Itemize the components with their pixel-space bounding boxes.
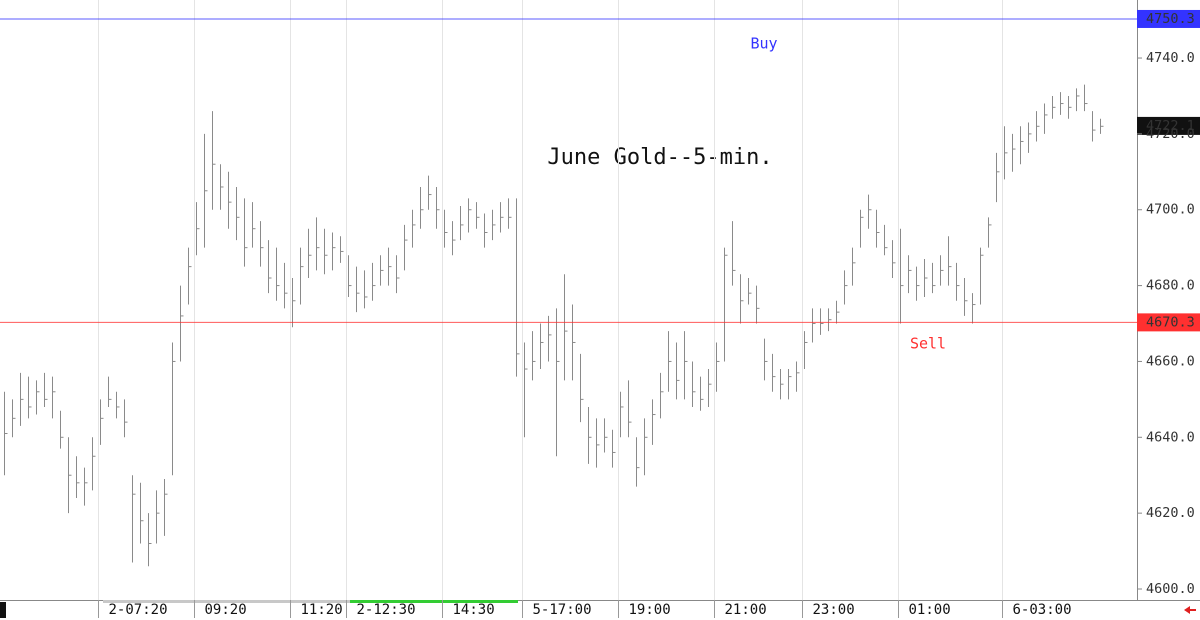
session-strip bbox=[103, 600, 350, 603]
level-label: 4670.3 bbox=[1146, 314, 1195, 330]
x-tick-label: 23:00 bbox=[813, 602, 855, 618]
last-price-label: 4722.1 bbox=[1146, 118, 1195, 134]
last-price-box bbox=[1137, 116, 1200, 135]
chart-title: June Gold--5-min. bbox=[547, 145, 772, 170]
y-tick-label: 4720.0 bbox=[1146, 126, 1195, 142]
y-tick-label: 4620.0 bbox=[1146, 505, 1195, 521]
scroll-marker bbox=[0, 602, 6, 618]
level-box bbox=[1137, 313, 1200, 332]
x-tick-label: 21:00 bbox=[725, 602, 767, 618]
x-tick-label: 19:00 bbox=[629, 602, 671, 618]
level-name: Buy bbox=[750, 35, 777, 53]
x-tick-label: 01:00 bbox=[909, 602, 951, 618]
x-tick-label: 6-03:00 bbox=[1013, 602, 1072, 618]
x-tick-label: 09:20 bbox=[205, 602, 247, 618]
session-strip bbox=[350, 600, 518, 603]
x-tick-label: 2-07:20 bbox=[109, 602, 168, 618]
y-tick-label: 4660.0 bbox=[1146, 353, 1195, 369]
level-name: Sell bbox=[910, 335, 946, 353]
level-label: 4750.3 bbox=[1146, 11, 1195, 27]
x-tick-label: 5-17:00 bbox=[533, 602, 592, 618]
y-tick-label: 4600.0 bbox=[1146, 581, 1195, 597]
y-tick-label: 4700.0 bbox=[1146, 202, 1195, 218]
level-box bbox=[1137, 9, 1200, 28]
y-tick-label: 4640.0 bbox=[1146, 429, 1195, 445]
x-tick-label: 14:30 bbox=[453, 602, 495, 618]
x-tick-label: 11:20 bbox=[301, 602, 343, 618]
scroll-arrow[interactable] bbox=[1184, 606, 1196, 614]
y-tick-label: 4740.0 bbox=[1146, 50, 1195, 66]
x-tick-label: 2-12:30 bbox=[357, 602, 416, 618]
y-tick-label: 4680.0 bbox=[1146, 278, 1195, 294]
